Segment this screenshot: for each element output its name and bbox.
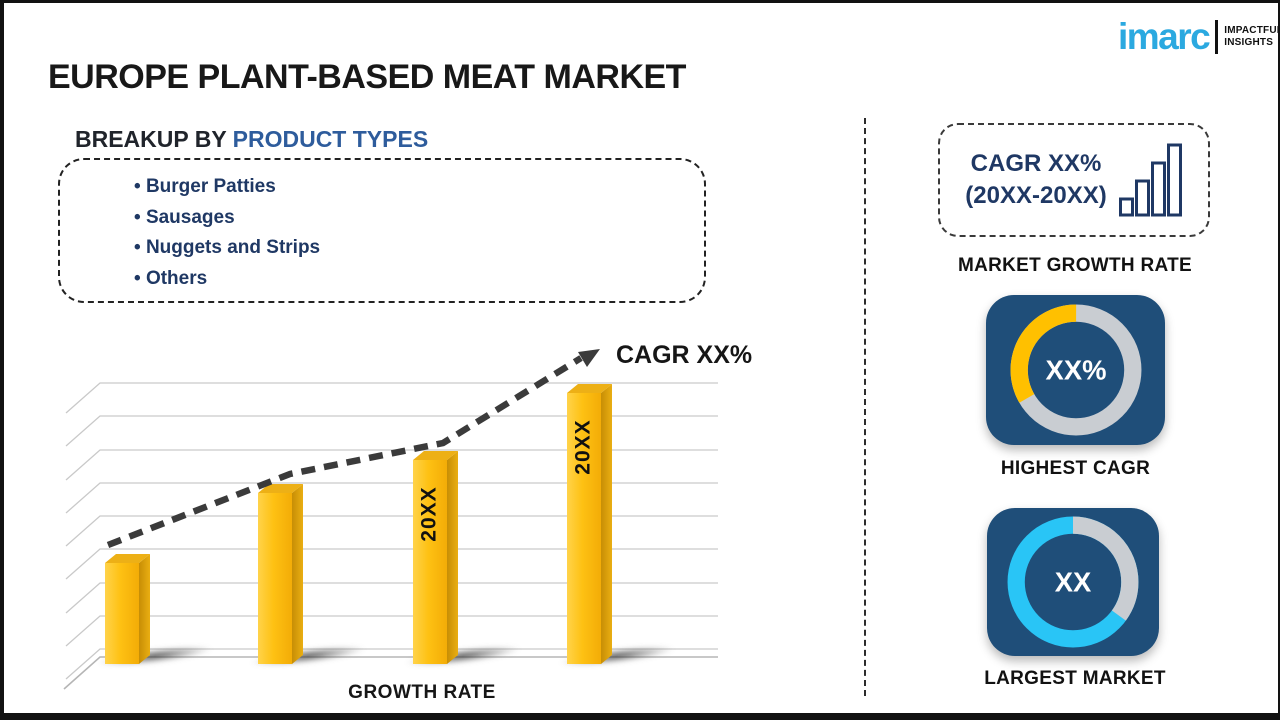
chart-floor-line — [63, 656, 718, 690]
bar-4-label: 20XX — [572, 419, 595, 474]
largest-market-card: XX — [987, 508, 1159, 656]
list-item: Sausages — [134, 203, 704, 234]
highest-cagr-caption: HIGHEST CAGR — [1000, 458, 1151, 479]
bar-3-label: 20XX — [418, 486, 441, 541]
highest-cagr-donut: XX% — [1010, 304, 1141, 436]
trend-label: CAGR XX% — [616, 341, 752, 369]
rising-bars-icon — [1118, 143, 1182, 217]
logo-tagline: IMPACTFUL INSIGHTS — [1224, 25, 1280, 48]
highest-cagr-value: XX% — [1045, 354, 1106, 385]
highest-cagr-card: XX% — [986, 295, 1165, 445]
market-growth-rate-box: CAGR XX% (20XX-20XX) — [938, 123, 1210, 237]
market-growth-rate-caption: MARKET GROWTH RATE — [957, 255, 1193, 276]
chart-gridlines — [65, 382, 718, 680]
section-heading: BREAKUP BY PRODUCT TYPES — [75, 126, 428, 153]
arrowhead-icon — [578, 349, 600, 367]
section-heading-highlight: PRODUCT TYPES — [232, 126, 429, 152]
page-title: EUROPE PLANT-BASED MEAT MARKET — [48, 58, 686, 96]
list-item: Nuggets and Strips — [134, 233, 704, 264]
x-axis-label: GROWTH RATE — [348, 682, 496, 703]
list-item: Others — [134, 264, 704, 295]
bar-1 — [105, 554, 150, 664]
list-item: Burger Patties — [134, 172, 704, 203]
logo-separator-bar — [1215, 19, 1219, 54]
imarc-logo: imarc IMPACTFUL INSIGHTS — [1118, 18, 1280, 55]
bar-4: 20XX — [567, 384, 612, 664]
largest-market-value: XX — [1055, 566, 1092, 597]
trend-arrow — [106, 349, 600, 549]
bar-2 — [258, 484, 303, 664]
section-divider — [864, 118, 866, 696]
growth-rate-bar-chart: 20XX 20XX CAGR XX% GROWTH RATE — [63, 341, 752, 703]
section-heading-prefix: BREAKUP BY — [75, 126, 233, 152]
product-types-list: Burger Patties Sausages Nuggets and Stri… — [134, 172, 704, 294]
cagr-range-text: CAGR XX% (20XX-20XX) — [965, 150, 1107, 209]
bar-3: 20XX — [413, 451, 458, 664]
imarc-logo-wordmark: imarc — [1118, 16, 1211, 57]
largest-market-donut: XX — [1007, 516, 1139, 648]
product-types-box: Burger Patties Sausages Nuggets and Stri… — [58, 158, 706, 303]
largest-market-caption: LARGEST MARKET — [984, 668, 1166, 689]
